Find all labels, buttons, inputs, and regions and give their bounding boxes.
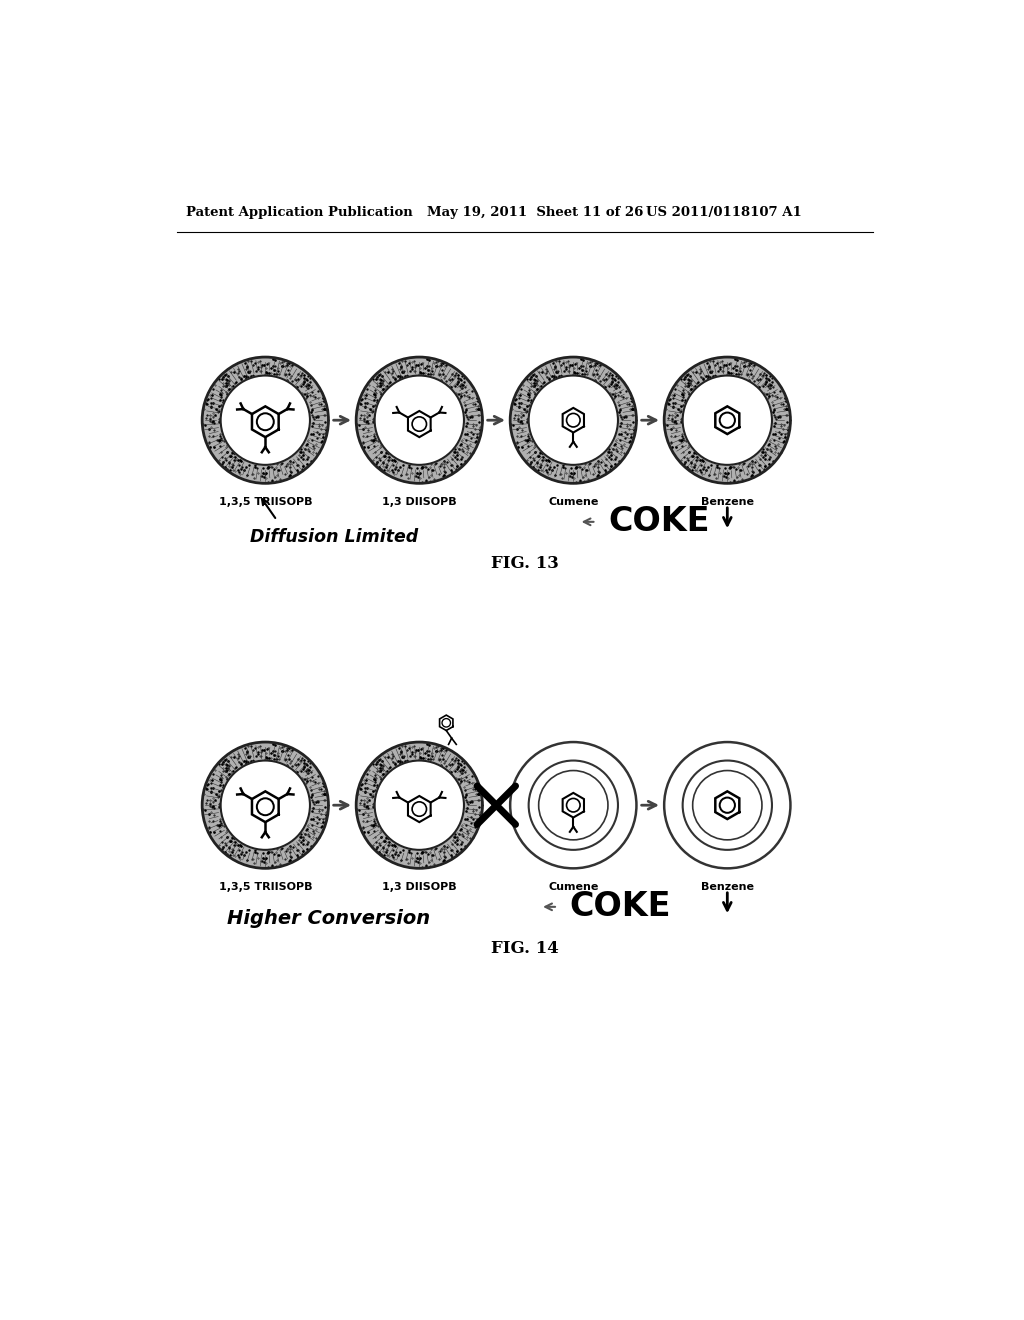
Text: 1,3 DIISOPB: 1,3 DIISOPB bbox=[382, 498, 457, 507]
Circle shape bbox=[202, 358, 329, 483]
Circle shape bbox=[257, 413, 273, 430]
Circle shape bbox=[720, 797, 735, 813]
Text: Benzene: Benzene bbox=[700, 498, 754, 507]
Circle shape bbox=[442, 718, 451, 727]
Circle shape bbox=[510, 742, 637, 869]
Circle shape bbox=[220, 376, 310, 465]
Text: Diffusion Limited: Diffusion Limited bbox=[250, 528, 418, 546]
Circle shape bbox=[528, 760, 617, 850]
Circle shape bbox=[375, 760, 464, 850]
Circle shape bbox=[257, 799, 273, 816]
Circle shape bbox=[412, 801, 427, 816]
Circle shape bbox=[356, 358, 482, 483]
Circle shape bbox=[528, 376, 617, 465]
Circle shape bbox=[356, 742, 482, 869]
Text: Cumene: Cumene bbox=[548, 498, 598, 507]
Text: May 19, 2011  Sheet 11 of 26: May 19, 2011 Sheet 11 of 26 bbox=[427, 206, 643, 219]
Circle shape bbox=[665, 358, 791, 483]
Text: FIG. 14: FIG. 14 bbox=[490, 940, 559, 957]
Text: Higher Conversion: Higher Conversion bbox=[226, 909, 430, 928]
Circle shape bbox=[220, 760, 310, 850]
Text: US 2011/0118107 A1: US 2011/0118107 A1 bbox=[646, 206, 802, 219]
Circle shape bbox=[412, 417, 427, 432]
Text: Cumene: Cumene bbox=[548, 882, 598, 892]
Text: 1,3 DIISOPB: 1,3 DIISOPB bbox=[382, 882, 457, 892]
Text: 1,3,5 TRIISOPB: 1,3,5 TRIISOPB bbox=[218, 882, 312, 892]
Circle shape bbox=[539, 771, 608, 840]
Text: COKE: COKE bbox=[569, 891, 671, 924]
Circle shape bbox=[510, 358, 637, 483]
Text: Patent Application Publication: Patent Application Publication bbox=[186, 206, 413, 219]
Circle shape bbox=[683, 376, 772, 465]
Text: FIG. 13: FIG. 13 bbox=[490, 554, 559, 572]
Circle shape bbox=[566, 799, 580, 812]
Circle shape bbox=[692, 771, 762, 840]
Text: 1,3,5 TRIISOPB: 1,3,5 TRIISOPB bbox=[218, 498, 312, 507]
Circle shape bbox=[720, 413, 735, 428]
Circle shape bbox=[566, 413, 580, 426]
Circle shape bbox=[665, 742, 791, 869]
Text: COKE: COKE bbox=[608, 506, 710, 539]
Circle shape bbox=[683, 760, 772, 850]
Text: Benzene: Benzene bbox=[700, 882, 754, 892]
Circle shape bbox=[375, 376, 464, 465]
Circle shape bbox=[202, 742, 329, 869]
